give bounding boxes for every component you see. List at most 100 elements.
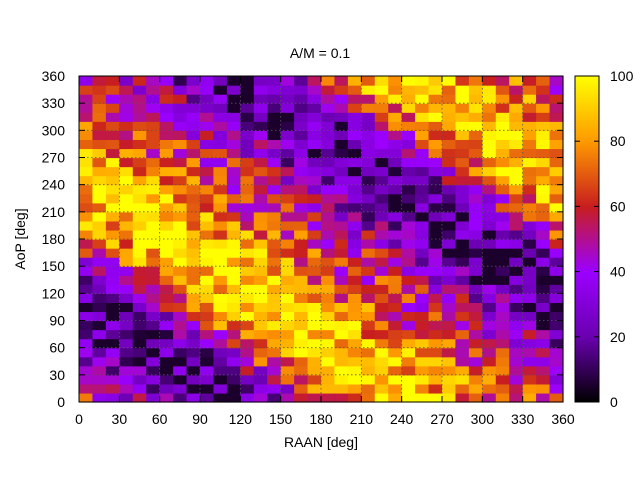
x-tick-label: 120 (229, 411, 253, 427)
heatmap-cell (240, 329, 255, 340)
heatmap-cell (334, 329, 349, 340)
x-axis-ticks: 0 30 60 90 120 150 180 210 240 270 300 330 360 (75, 76, 575, 427)
heatmap-cell (388, 383, 403, 394)
heatmap-cell (442, 148, 457, 159)
heatmap-cell (132, 275, 147, 285)
heatmap-cell (361, 157, 376, 168)
heatmap-cell (186, 383, 201, 394)
heatmap-cell (119, 148, 134, 159)
heatmap-cell (374, 157, 389, 168)
heatmap-cell (428, 302, 443, 313)
heatmap-cell (415, 148, 430, 159)
heatmap-cell (549, 157, 564, 168)
heatmap-cell (334, 383, 349, 394)
heatmap-cell (522, 302, 537, 313)
heatmap-cell (186, 266, 201, 276)
heatmap-cell (401, 347, 416, 358)
heatmap-cell (105, 112, 120, 122)
heatmap-cell (294, 320, 309, 331)
heatmap-cell (186, 184, 201, 195)
heatmap-cell (267, 220, 282, 231)
heatmap-cell (294, 266, 309, 276)
heatmap-cell (92, 356, 107, 367)
heatmap-cell (495, 85, 510, 95)
heatmap-cell (509, 175, 524, 186)
heatmap-cell (388, 320, 403, 331)
heatmap-cell (549, 320, 564, 331)
heatmap-cell (536, 139, 551, 150)
heatmap-cell (79, 239, 94, 249)
heatmap-cell (173, 229, 188, 240)
heatmap-cell (253, 239, 268, 249)
heatmap-cell (334, 365, 349, 376)
heatmap-cell (186, 103, 201, 113)
heatmap-cell (388, 239, 403, 249)
heatmap-cell (159, 257, 174, 267)
heatmap-cell (146, 112, 161, 122)
heatmap-cell (536, 365, 551, 376)
x-tick-label: 330 (511, 411, 535, 427)
heatmap-cell (92, 293, 107, 303)
heatmap-cell (361, 193, 376, 204)
heatmap-cell (280, 347, 295, 358)
heatmap-cell (173, 392, 188, 403)
heatmap-cell (334, 275, 349, 285)
heatmap-cell (186, 356, 201, 367)
heatmap-cell (374, 383, 389, 394)
heatmap-cell (374, 275, 389, 285)
heatmap-cell (468, 220, 483, 231)
heatmap-cell (307, 329, 322, 340)
heatmap-cell (213, 139, 228, 150)
heatmap-cell (549, 392, 564, 403)
heatmap-cell (307, 392, 322, 403)
heatmap-cell (428, 76, 443, 86)
heatmap-cell (536, 374, 551, 385)
heatmap-cell (455, 220, 470, 231)
heatmap-cell (146, 148, 161, 159)
heatmap-cell (200, 103, 215, 113)
heatmap-cell (200, 239, 215, 249)
heatmap-cell (119, 139, 134, 150)
heatmap-cell (522, 112, 537, 122)
heatmap-cell (522, 392, 537, 403)
heatmap-cell (388, 220, 403, 231)
heatmap-cell (213, 220, 228, 231)
heatmap-cell (173, 284, 188, 294)
heatmap-cell (253, 202, 268, 213)
heatmap-cell (105, 248, 120, 258)
heatmap-cell (428, 103, 443, 113)
heatmap-cell (79, 94, 94, 104)
heatmap-cell (119, 374, 134, 385)
heatmap-cell (132, 193, 147, 204)
heatmap-cell (200, 211, 215, 222)
heatmap-cell (468, 329, 483, 340)
heatmap-cell (213, 248, 228, 258)
heatmap-cell (186, 257, 201, 267)
heatmap-cell (186, 329, 201, 340)
heatmap-cell (79, 130, 94, 140)
heatmap-cell (415, 193, 430, 204)
heatmap-cell (401, 266, 416, 276)
heatmap-cell (240, 211, 255, 222)
heatmap-cell (374, 139, 389, 150)
heatmap-cell (374, 311, 389, 322)
y-tick-label: 360 (42, 68, 66, 84)
heatmap-cell (200, 166, 215, 177)
heatmap-cell (536, 103, 551, 113)
heatmap-cell (159, 130, 174, 140)
heatmap-cell (240, 275, 255, 285)
heatmap-cell (146, 365, 161, 376)
heatmap-cell (549, 257, 564, 267)
heatmap-cell (213, 329, 228, 340)
heatmap-cell (549, 311, 564, 322)
heatmap-cell (294, 139, 309, 150)
heatmap-cell (294, 311, 309, 322)
heatmap-cell (428, 130, 443, 140)
heatmap-cell (92, 184, 107, 195)
heatmap-cell (253, 193, 268, 204)
heatmap-cell (173, 248, 188, 258)
heatmap-cell (334, 103, 349, 113)
heatmap-cell (213, 157, 228, 168)
heatmap-cell (455, 76, 470, 86)
heatmap-cell (321, 275, 336, 285)
